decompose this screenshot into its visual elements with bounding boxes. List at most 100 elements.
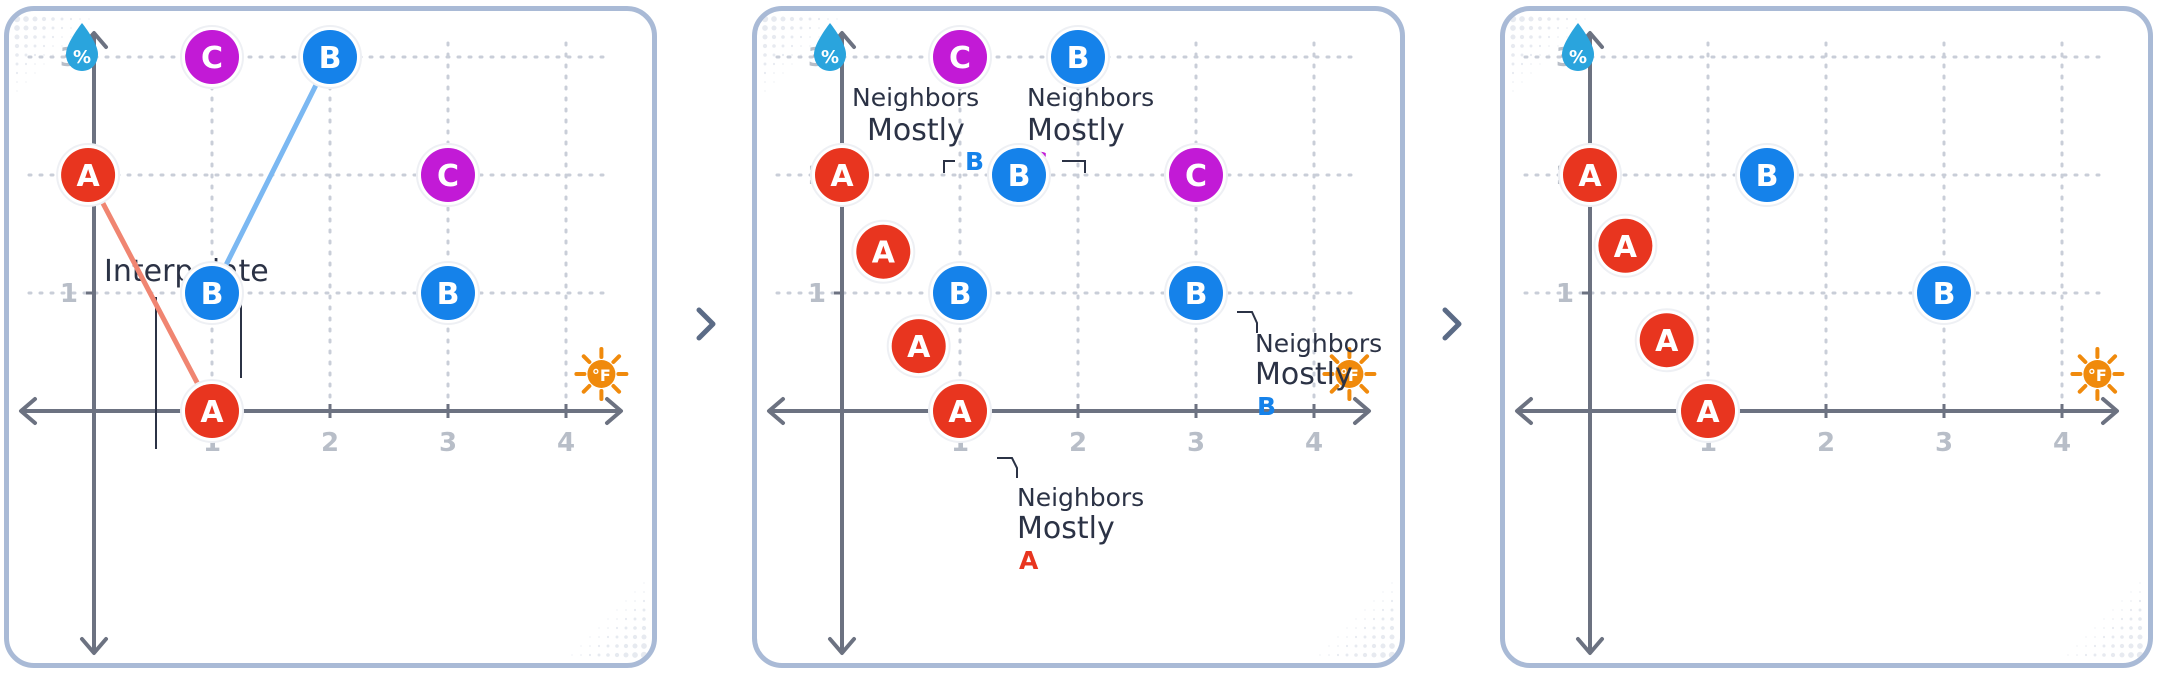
svg-text:Neighbors: Neighbors xyxy=(1027,83,1154,112)
plot-base: 12341234%°F xyxy=(761,15,1396,659)
y-tick-label: 1 xyxy=(1556,279,1574,309)
sun-temperature-label: °F xyxy=(1340,366,1359,385)
data-point-a: A xyxy=(886,314,951,379)
result-plot: 12341234%°FAAAABBCC xyxy=(1509,15,2144,659)
data-point-label: A xyxy=(76,159,100,194)
x-axis-right-arrow-icon xyxy=(1353,397,1371,425)
data-point-label: A xyxy=(872,236,896,271)
y-tick-label: 1 xyxy=(808,279,826,309)
x-axis-left-arrow-icon xyxy=(767,397,785,425)
callout-mostly-b-right: Neighbors Mostly B xyxy=(1237,311,1382,421)
panel-neighbors: 12341234%°F Neighbors Mostly B Neighbors… xyxy=(752,6,1405,668)
svg-text:A: A xyxy=(1019,546,1039,575)
next-step-arrow-icon xyxy=(1442,307,1462,341)
data-point-b: B xyxy=(1046,25,1110,89)
corner-texture xyxy=(1509,15,2144,659)
x-tick-label: 2 xyxy=(1817,428,1835,458)
interpolation-line-a xyxy=(85,172,215,414)
data-point-label: A xyxy=(1696,395,1720,430)
data-point-b: B xyxy=(298,25,362,89)
data-point-c: C xyxy=(416,143,480,207)
panel-interpolate: 12341234%°F Interpolate AABBBCCCC xyxy=(4,6,657,668)
x-tick-label: 2 xyxy=(1069,428,1087,458)
x-tick-label: 4 xyxy=(1305,428,1323,458)
grid xyxy=(1523,41,2107,413)
x-tick-label: 2 xyxy=(321,428,339,458)
corner-texture xyxy=(13,15,648,659)
data-point-label: B xyxy=(949,277,972,312)
data-point-a: A xyxy=(810,143,874,207)
sun-temperature-icon: °F xyxy=(574,347,629,401)
grid xyxy=(775,41,1359,413)
data-point-label: B xyxy=(319,41,342,76)
data-point-b: B xyxy=(180,261,244,325)
humidity-drop-label: % xyxy=(821,47,839,68)
data-point-b: B xyxy=(416,261,480,325)
data-point-label: A xyxy=(200,395,224,430)
data-point-label: B xyxy=(1933,277,1956,312)
y-axis-down-arrow-icon xyxy=(828,637,856,655)
sun-temperature-label: °F xyxy=(2088,366,2107,385)
svg-text:Neighbors: Neighbors xyxy=(1017,483,1144,512)
data-point-label: B xyxy=(1185,277,1208,312)
svg-text:Neighbors: Neighbors xyxy=(1255,329,1382,358)
humidity-drop-icon: % xyxy=(814,23,846,71)
callout-mostly-a: Neighbors Mostly A xyxy=(997,457,1144,575)
y-axis-down-arrow-icon xyxy=(1576,637,1604,655)
humidity-drop-label: % xyxy=(1569,47,1587,68)
data-point-label: C xyxy=(1185,159,1207,194)
data-point-a: A xyxy=(180,379,244,443)
x-axis-right-arrow-icon xyxy=(2101,397,2119,425)
data-point-c: C xyxy=(928,25,992,89)
x-tick-label: 4 xyxy=(2053,428,2071,458)
x-axis-right-arrow-icon xyxy=(605,397,623,425)
axes: 12341234 xyxy=(1515,31,2119,655)
plot-base: 12341234%°F xyxy=(13,15,648,659)
callout-mostly-b-upper: Neighbors Mostly B xyxy=(852,83,984,176)
data-point-label: B xyxy=(1756,159,1779,194)
sun-temperature-label: °F xyxy=(592,366,611,385)
svg-text:Mostly: Mostly xyxy=(1027,113,1125,148)
data-point-a: A xyxy=(1558,143,1622,207)
data-point-c: C xyxy=(1164,143,1228,207)
data-point-a: A xyxy=(1676,379,1740,443)
y-axis-down-arrow-icon xyxy=(80,637,108,655)
data-point-b: B xyxy=(1164,261,1228,325)
data-point-label: A xyxy=(1578,159,1602,194)
svg-text:B: B xyxy=(965,147,984,176)
x-tick-label: 3 xyxy=(1187,428,1205,458)
data-point-a: A xyxy=(1634,308,1699,373)
x-axis-left-arrow-icon xyxy=(19,397,37,425)
neighbors-plot: 12341234%°F Neighbors Mostly B Neighbors… xyxy=(761,15,1396,659)
data-point-label: B xyxy=(201,277,224,312)
x-tick-label: 3 xyxy=(1935,428,1953,458)
humidity-drop-icon: % xyxy=(1562,23,1594,71)
humidity-drop-label: % xyxy=(73,47,91,68)
data-point-b: B xyxy=(1912,261,1976,325)
svg-text:B: B xyxy=(1257,392,1276,421)
data-point-a: A xyxy=(851,219,916,284)
data-point-b: B xyxy=(1735,143,1799,207)
plot-base: 12341234%°F xyxy=(1509,15,2144,659)
y-tick-label: 1 xyxy=(60,279,78,309)
svg-text:Mostly: Mostly xyxy=(1017,511,1115,546)
next-step-arrow-icon xyxy=(696,307,716,341)
humidity-drop-icon: % xyxy=(66,23,98,71)
data-point-a: A xyxy=(1593,213,1658,278)
interpolation-line-b xyxy=(209,54,333,296)
data-point-label: C xyxy=(437,159,459,194)
data-point-a: A xyxy=(56,143,121,207)
sun-temperature-icon: °F xyxy=(2070,347,2125,401)
data-point-label: C xyxy=(201,41,223,76)
sun-temperature-icon: °F xyxy=(1322,347,1377,401)
data-point-b: B xyxy=(928,261,992,325)
data-point-label: C xyxy=(949,41,971,76)
data-point-label: B xyxy=(437,277,460,312)
data-point-label: B xyxy=(1008,159,1031,194)
corner-texture xyxy=(761,15,1396,659)
data-point-label: A xyxy=(830,159,854,194)
interpolate-plot: 12341234%°F Interpolate AABBBCCCC xyxy=(13,15,648,659)
svg-text:Mostly: Mostly xyxy=(867,113,965,148)
data-point-a: A xyxy=(928,379,992,443)
data-point-c: C xyxy=(180,25,244,89)
